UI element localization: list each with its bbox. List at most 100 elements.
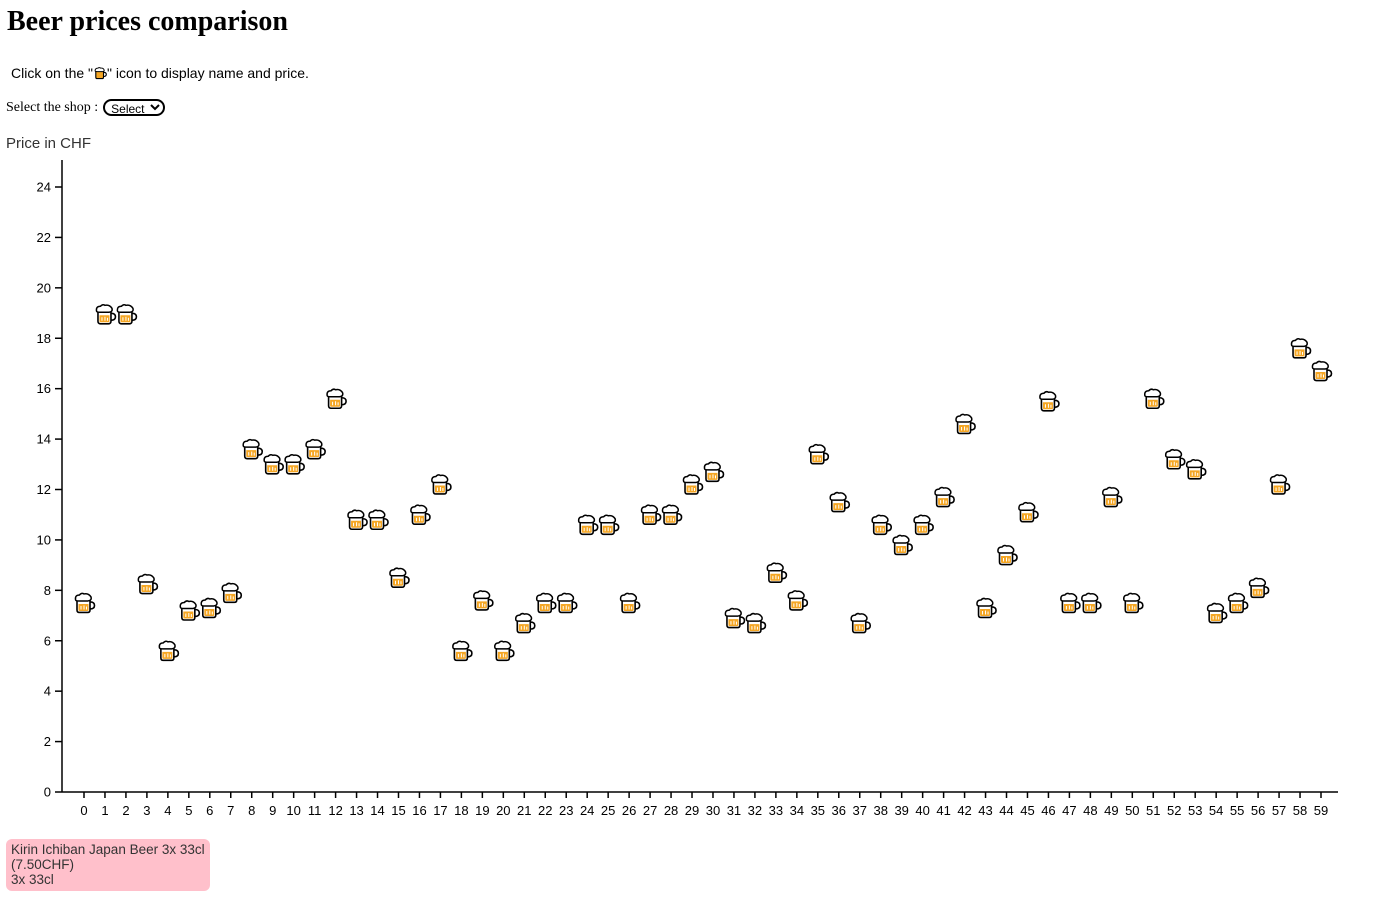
data-point[interactable] — [787, 590, 809, 611]
data-point[interactable] — [829, 491, 851, 513]
x-tick-label: 14 — [370, 803, 384, 818]
data-point[interactable] — [976, 597, 997, 619]
data-point[interactable] — [1290, 338, 1312, 359]
data-point[interactable] — [284, 453, 305, 475]
data-point[interactable] — [221, 582, 243, 604]
x-tick-label: 15 — [391, 803, 405, 818]
x-tick: 19 — [475, 792, 490, 818]
x-tick-label: 39 — [894, 803, 908, 818]
data-point[interactable] — [452, 640, 473, 662]
x-tick: 59 — [1314, 792, 1328, 818]
x-tick-label: 8 — [248, 803, 255, 818]
shop-select[interactable]: Select — [103, 99, 166, 116]
x-tick-label: 27 — [643, 803, 657, 818]
x-axis: 0 1 2 3 4 5 6 7 8 9 10 11 12 13 14 15 16 17 18 19 20 21 22 23 24… — [62, 791, 1338, 818]
x-tick-label: 33 — [769, 803, 783, 818]
x-tick-label: 10 — [286, 803, 300, 818]
data-point[interactable] — [1143, 388, 1165, 410]
data-point[interactable] — [116, 303, 138, 325]
data-point[interactable] — [661, 504, 683, 526]
data-point[interactable] — [263, 453, 284, 475]
x-tick-label: 2 — [122, 803, 129, 818]
data-point[interactable] — [871, 514, 893, 536]
data-point[interactable] — [892, 534, 913, 556]
data-point[interactable] — [619, 592, 641, 614]
x-tick: 1 — [101, 792, 109, 818]
data-point[interactable] — [200, 597, 222, 619]
x-tick: 57 — [1272, 792, 1286, 818]
x-tick: 58 — [1293, 792, 1307, 818]
data-point[interactable] — [1269, 474, 1291, 495]
data-point[interactable] — [745, 612, 767, 634]
data-point[interactable] — [556, 592, 578, 614]
data-point[interactable] — [766, 562, 788, 583]
x-tick-label: 7 — [227, 803, 234, 818]
data-point[interactable] — [1311, 360, 1333, 382]
data-point[interactable] — [74, 592, 96, 614]
data-point[interactable] — [577, 514, 599, 536]
y-tick: 12 — [37, 482, 62, 497]
x-tick: 50 — [1125, 792, 1140, 818]
data-point[interactable] — [347, 509, 368, 531]
data-point[interactable] — [1248, 577, 1270, 599]
data-point[interactable] — [1039, 390, 1060, 412]
data-point[interactable] — [1123, 592, 1144, 614]
y-tick: 14 — [37, 432, 62, 447]
data-point[interactable] — [535, 592, 557, 614]
data-point[interactable] — [850, 612, 872, 634]
data-point[interactable] — [514, 612, 536, 634]
data-point[interactable] — [1102, 486, 1123, 508]
data-point[interactable] — [1081, 592, 1102, 614]
x-tick-label: 42 — [957, 803, 971, 818]
data-point[interactable] — [389, 567, 410, 589]
data-point[interactable] — [1227, 592, 1249, 614]
data-point[interactable] — [326, 388, 347, 410]
x-tick: 42 — [957, 792, 972, 818]
x-tick: 47 — [1062, 792, 1077, 818]
y-tick-label: 4 — [44, 684, 51, 699]
y-tick-label: 22 — [37, 230, 51, 245]
y-tick: 8 — [44, 583, 62, 598]
data-point[interactable] — [913, 514, 934, 536]
y-tick: 24 — [37, 180, 62, 195]
data-point[interactable] — [1018, 501, 1039, 523]
data-point[interactable] — [1185, 459, 1207, 480]
data-point[interactable] — [137, 573, 159, 595]
data-point[interactable] — [95, 303, 117, 325]
data-point[interactable] — [305, 438, 326, 460]
data-point[interactable] — [1164, 448, 1186, 470]
x-tick: 8 — [248, 792, 255, 818]
data-point[interactable] — [682, 474, 704, 495]
data-point[interactable] — [598, 514, 620, 536]
x-tick: 26 — [622, 792, 636, 818]
y-tick-label: 10 — [37, 532, 51, 547]
data-point[interactable] — [410, 504, 431, 526]
x-tick: 51 — [1146, 792, 1161, 818]
data-point[interactable] — [1206, 602, 1228, 624]
data-point[interactable] — [179, 600, 201, 621]
x-tick-label: 55 — [1230, 803, 1244, 818]
x-tick-label: 49 — [1104, 803, 1118, 818]
data-point[interactable] — [1060, 592, 1081, 614]
data-point[interactable] — [934, 486, 955, 508]
data-point[interactable] — [997, 544, 1018, 566]
y-tick: 0 — [44, 785, 62, 800]
data-point[interactable] — [368, 509, 389, 531]
x-tick: 32 — [748, 792, 762, 818]
data-point[interactable] — [703, 461, 725, 483]
x-tick-label: 37 — [853, 803, 867, 818]
data-point[interactable] — [242, 438, 264, 460]
data-point[interactable] — [640, 504, 662, 526]
data-point[interactable] — [955, 413, 976, 435]
data-point[interactable] — [808, 443, 830, 465]
x-tick: 29 — [685, 792, 699, 818]
data-point[interactable] — [473, 590, 494, 611]
x-tick-label: 56 — [1251, 803, 1265, 818]
data-point[interactable] — [494, 640, 515, 662]
data-point[interactable] — [724, 607, 746, 629]
data-point[interactable] — [158, 640, 180, 662]
y-tick-label: 14 — [37, 432, 51, 447]
x-tick-label: 5 — [185, 803, 192, 818]
data-point[interactable] — [431, 474, 452, 495]
